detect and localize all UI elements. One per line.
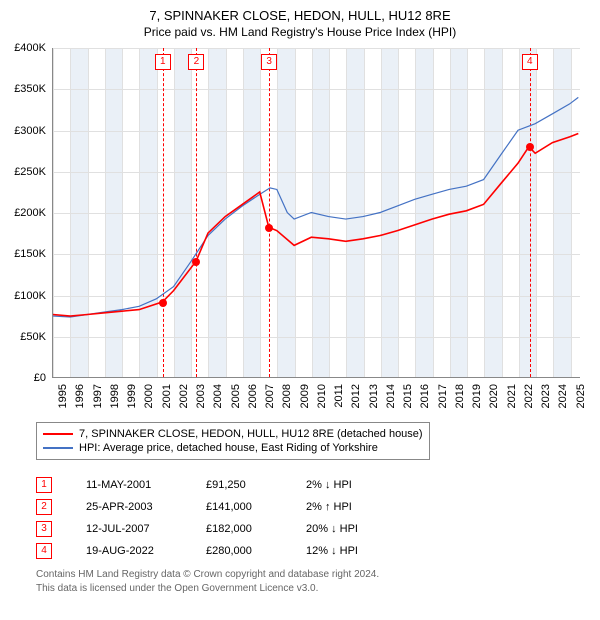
x-axis-label: 2012 [350, 384, 362, 408]
x-axis-label: 1995 [57, 384, 69, 408]
event-badge: 2 [36, 499, 52, 515]
event-date: 19-AUG-2022 [86, 545, 206, 557]
x-axis-label: 2023 [540, 384, 552, 408]
series-hpi [53, 97, 578, 317]
event-diff: 12% ↓ HPI [306, 545, 426, 557]
x-axis-label: 2007 [264, 384, 276, 408]
event-row: 1 11-MAY-2001£91,2502% ↓ HPI [36, 474, 426, 496]
chart-lines [53, 48, 580, 377]
legend-label: HPI: Average price, detached house, East… [79, 442, 378, 454]
event-row: 3 12-JUL-2007£182,00020% ↓ HPI [36, 518, 426, 540]
event-diff: 2% ↑ HPI [306, 501, 426, 513]
marker-dot [265, 224, 273, 232]
x-axis-label: 2009 [299, 384, 311, 408]
footer-line: Contains HM Land Registry data © Crown c… [36, 568, 379, 582]
x-axis-label: 2016 [419, 384, 431, 408]
y-axis-label: £50K [20, 331, 46, 343]
x-axis-label: 2013 [368, 384, 380, 408]
x-axis-label: 2024 [557, 384, 569, 408]
chart: £0£50K£100K£150K£200K£250K£300K£350K£400… [52, 48, 580, 378]
x-axis-label: 2019 [471, 384, 483, 408]
x-axis-label: 2022 [523, 384, 535, 408]
marker-badge: 2 [188, 54, 204, 70]
event-date: 12-JUL-2007 [86, 523, 206, 535]
x-axis-label: 2001 [161, 384, 173, 408]
y-axis-label: £300K [14, 125, 46, 137]
x-axis-label: 2021 [506, 384, 518, 408]
event-badge: 3 [36, 521, 52, 537]
x-axis-label: 1999 [126, 384, 138, 408]
plot-area: £0£50K£100K£150K£200K£250K£300K£350K£400… [52, 48, 580, 378]
event-price: £182,000 [206, 523, 306, 535]
x-axis-label: 2015 [402, 384, 414, 408]
x-axis-label: 2018 [454, 384, 466, 408]
y-axis-label: £100K [14, 290, 46, 302]
event-date: 25-APR-2003 [86, 501, 206, 513]
x-axis-label: 2011 [333, 384, 345, 408]
x-axis-label: 2004 [212, 384, 224, 408]
legend-item-hpi: HPI: Average price, detached house, East… [43, 441, 423, 455]
x-axis-label: 2017 [437, 384, 449, 408]
y-axis-label: £0 [34, 372, 46, 384]
event-price: £280,000 [206, 545, 306, 557]
event-price: £141,000 [206, 501, 306, 513]
event-row: 4 19-AUG-2022£280,00012% ↓ HPI [36, 540, 426, 562]
x-axis-label: 2005 [230, 384, 242, 408]
marker-badge: 3 [261, 54, 277, 70]
footer-line: This data is licensed under the Open Gov… [36, 582, 379, 596]
page-subtitle: Price paid vs. HM Land Registry's House … [0, 23, 600, 43]
legend-label: 7, SPINNAKER CLOSE, HEDON, HULL, HU12 8R… [79, 428, 423, 440]
x-axis-label: 1996 [74, 384, 86, 408]
event-badge: 1 [36, 477, 52, 493]
x-axis-label: 2020 [488, 384, 500, 408]
event-diff: 2% ↓ HPI [306, 479, 426, 491]
marker-dot [526, 143, 534, 151]
marker-dot [159, 299, 167, 307]
x-axis-label: 2002 [178, 384, 190, 408]
x-axis-label: 1997 [92, 384, 104, 408]
event-diff: 20% ↓ HPI [306, 523, 426, 535]
page: 7, SPINNAKER CLOSE, HEDON, HULL, HU12 8R… [0, 0, 600, 620]
event-price: £91,250 [206, 479, 306, 491]
legend-item-price: 7, SPINNAKER CLOSE, HEDON, HULL, HU12 8R… [43, 427, 423, 441]
series-price_paid [53, 134, 578, 317]
x-axis-label: 2014 [385, 384, 397, 408]
x-axis-label: 2003 [195, 384, 207, 408]
x-axis-label: 2025 [575, 384, 587, 408]
x-axis-label: 1998 [109, 384, 121, 408]
y-axis-label: £350K [14, 83, 46, 95]
legend-swatch [43, 447, 73, 449]
event-badge: 4 [36, 543, 52, 559]
legend-swatch [43, 433, 73, 435]
legend: 7, SPINNAKER CLOSE, HEDON, HULL, HU12 8R… [36, 422, 430, 460]
x-axis-label: 2010 [316, 384, 328, 408]
footer: Contains HM Land Registry data © Crown c… [36, 568, 379, 595]
event-row: 2 25-APR-2003£141,0002% ↑ HPI [36, 496, 426, 518]
page-title: 7, SPINNAKER CLOSE, HEDON, HULL, HU12 8R… [0, 0, 600, 23]
x-axis-label: 2000 [143, 384, 155, 408]
x-axis-label: 2008 [281, 384, 293, 408]
y-axis-label: £250K [14, 166, 46, 178]
y-axis-label: £150K [14, 248, 46, 260]
events-table: 111-MAY-2001£91,2502% ↓ HPI225-APR-2003£… [36, 474, 426, 562]
event-date: 11-MAY-2001 [86, 479, 206, 491]
y-axis-label: £400K [14, 42, 46, 54]
x-axis-label: 2006 [247, 384, 259, 408]
y-axis-label: £200K [14, 207, 46, 219]
marker-badge: 4 [522, 54, 538, 70]
marker-badge: 1 [155, 54, 171, 70]
marker-dot [192, 258, 200, 266]
